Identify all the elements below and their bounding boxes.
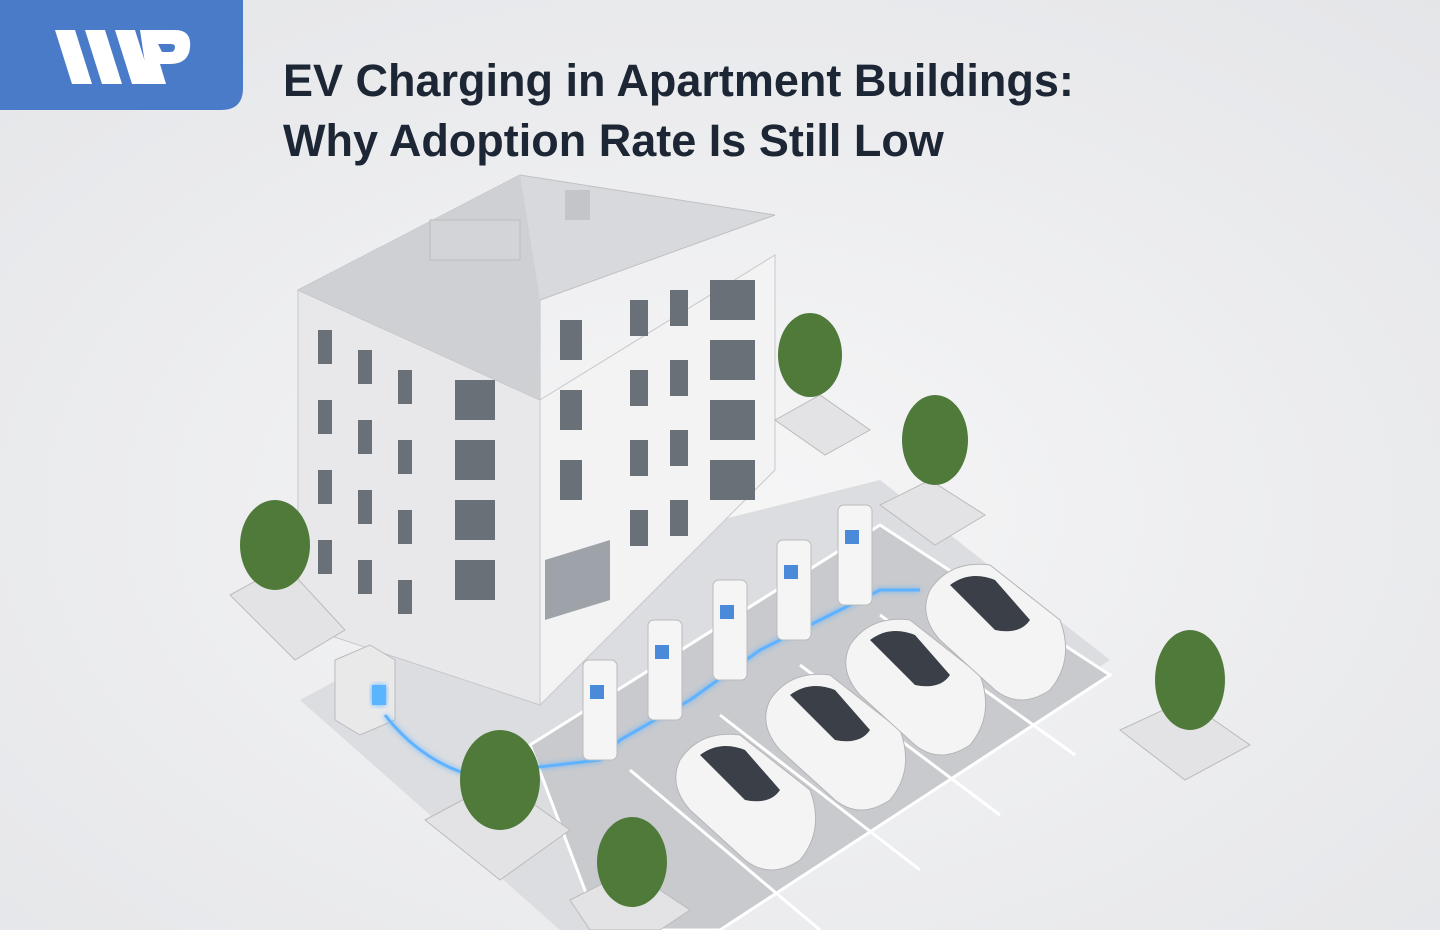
utility-light [372, 685, 386, 705]
logo-tab [0, 0, 243, 110]
utility-box [334, 644, 396, 736]
logo-mark [55, 30, 191, 84]
building [296, 174, 776, 707]
trees [229, 313, 1251, 930]
cars [675, 563, 1067, 871]
title-line: Why Adoption Rate Is Still Low [283, 115, 945, 166]
chargers [582, 504, 873, 761]
title-line: EV Charging in Apartment Buildings: [283, 55, 1074, 106]
